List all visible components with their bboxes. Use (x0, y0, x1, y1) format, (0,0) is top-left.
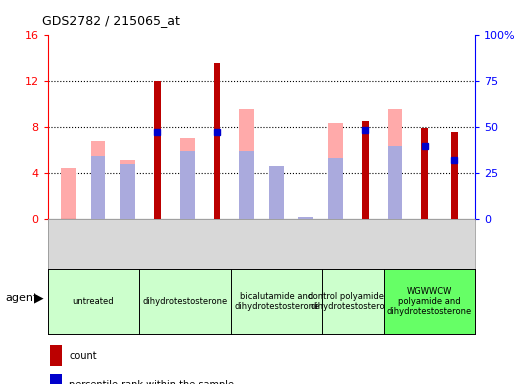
Bar (239, 151, 254, 219)
Bar (239, 109, 254, 219)
Bar (154, 81, 161, 219)
Bar (451, 132, 458, 219)
Bar (120, 164, 135, 219)
Text: WGWWCW
polyamide and
dihydrotestosterone: WGWWCW polyamide and dihydrotestosterone (386, 286, 472, 316)
Bar (328, 158, 343, 219)
Bar (180, 138, 194, 219)
Bar (91, 156, 106, 219)
Text: bicalutamide and
dihydrotestosterone: bicalutamide and dihydrotestosterone (234, 292, 319, 311)
Bar (91, 141, 106, 219)
Text: count: count (69, 351, 97, 361)
Text: control polyamide an
dihydrotestosterone: control polyamide an dihydrotestosterone (308, 292, 398, 311)
Text: ▶: ▶ (34, 292, 44, 305)
Text: agent: agent (5, 293, 37, 303)
Bar (120, 160, 135, 219)
Text: dihydrotestosterone: dihydrotestosterone (143, 297, 228, 306)
Bar (269, 170, 284, 219)
FancyBboxPatch shape (50, 345, 62, 366)
Text: percentile rank within the sample: percentile rank within the sample (69, 380, 234, 384)
Bar (213, 63, 220, 219)
Bar (298, 217, 313, 219)
Bar (180, 151, 194, 219)
Text: GDS2782 / 215065_at: GDS2782 / 215065_at (42, 14, 180, 27)
Bar (61, 168, 76, 219)
Bar (269, 166, 284, 219)
Bar (388, 146, 402, 219)
Text: untreated: untreated (72, 297, 114, 306)
Bar (388, 109, 402, 219)
FancyBboxPatch shape (50, 374, 62, 384)
Bar (421, 128, 428, 219)
Bar (362, 121, 369, 219)
Bar (328, 123, 343, 219)
